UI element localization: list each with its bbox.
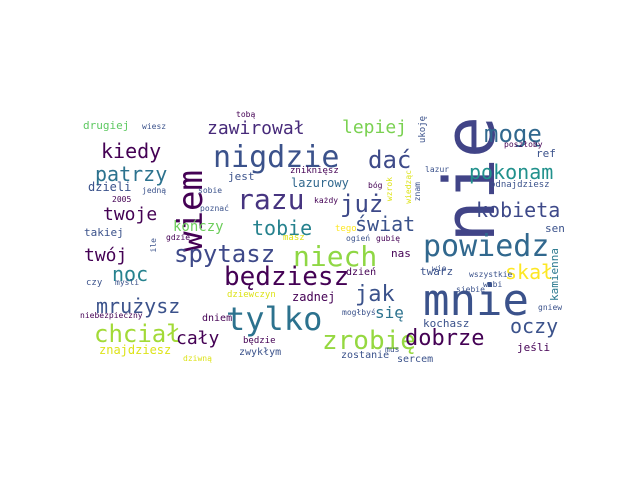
word-czy: czy <box>86 278 103 288</box>
word-lepiej: lepiej <box>342 117 408 138</box>
word-ukoje: ukoję <box>418 116 428 144</box>
word-wie: wie <box>432 264 447 273</box>
word-sobie: sobie <box>198 186 223 195</box>
word-sen: sen <box>545 222 565 235</box>
word-tylko: tylko <box>226 300 323 338</box>
word-cloud: nie mnie wiem powiedz tylko nigdzie niec… <box>80 110 640 370</box>
word-gubie: gubię <box>376 234 401 243</box>
word-bog: bóg <box>368 181 383 190</box>
word-odnajdziesz: odnajdziesz <box>490 180 550 190</box>
word-niech: niech <box>293 240 378 273</box>
word-pokonam: pokonam <box>469 160 554 184</box>
word-dac: dać <box>368 146 412 174</box>
word-dobrze: dobrze <box>405 326 485 351</box>
word-caly: cały <box>176 328 220 349</box>
word-gniew: gniew <box>538 303 563 312</box>
word-poznac: poznać <box>200 204 229 213</box>
word-moge: mogę <box>484 120 542 148</box>
word-toba: tobą <box>236 110 256 119</box>
word-znajdziesz: znajdziesz <box>99 343 172 357</box>
word-mus: mus <box>385 345 400 354</box>
word-wiedzac: wiedząc <box>404 170 413 204</box>
word-jak: jak <box>355 282 395 307</box>
word-gdzie: gdzie <box>166 233 191 242</box>
word-lazur: lazur <box>425 165 450 174</box>
word-wiesz: wiesz <box>142 122 167 131</box>
word-mruzysz: mrużysz <box>96 294 181 318</box>
word-powiedz: powiedz <box>423 229 550 264</box>
word-wszystkie: wszystkie <box>469 270 513 279</box>
word-chcial: chciał <box>94 320 181 348</box>
word-sercem: sercem <box>397 354 434 365</box>
word-jedna: jedną <box>142 186 167 195</box>
word-kiedy: kiedy <box>101 139 162 163</box>
word-siebie: siebie <box>456 285 485 294</box>
word-drugiej: drugiej <box>83 119 130 132</box>
word-oczy: oczy <box>510 314 559 338</box>
word-twoj: twój <box>84 245 128 266</box>
word-mnie: mnie <box>423 275 529 326</box>
word-spytasz: spytasz <box>174 240 276 268</box>
word-dzieli: dzieli <box>88 180 132 194</box>
word-tego: tego <box>335 224 357 234</box>
word-takiej: takiej <box>84 226 124 239</box>
word-zawirowal: zawirował <box>207 118 305 139</box>
word-ref: ref <box>536 147 556 160</box>
word-bedziesz: będziesz <box>224 262 350 292</box>
word-niebezpieczny: niebezpieczny <box>80 311 143 320</box>
word-wzrok: wzrok <box>385 177 394 202</box>
word-nas: nas <box>391 247 411 260</box>
word-2005: 2005 <box>112 195 132 204</box>
word-mysli: myśli <box>115 278 140 287</box>
word-zniknieasz: zniknięsz <box>290 166 339 176</box>
word-znam: znam <box>413 182 422 202</box>
word-noc: noc <box>112 262 149 286</box>
word-dzien: dzień <box>346 267 377 278</box>
word-bedzie: będzie <box>243 336 276 346</box>
word-skal: skał <box>505 260 554 284</box>
word-jest: jest <box>228 170 255 183</box>
word-sie: się <box>375 303 404 322</box>
word-masz: masz <box>283 233 305 243</box>
word-kazdy: każdy <box>314 196 339 205</box>
word-swiat: świat <box>355 212 416 236</box>
word-dniem: dniem <box>202 313 233 324</box>
word-patrzy: patrzy <box>95 162 168 186</box>
word-jesli: jeśli <box>517 341 551 354</box>
word-moglbys: mogłbyś <box>342 308 376 317</box>
word-lazurowy: lazurowy <box>291 176 349 190</box>
word-nigdzie: nigdzie <box>213 140 340 175</box>
word-juz: już <box>340 190 384 218</box>
word-kamienna: kamienna <box>548 248 561 301</box>
word-poszloby: poszłoby <box>504 140 543 149</box>
word-razu: razu <box>237 183 305 216</box>
word-dziwna: dziwną <box>183 354 212 363</box>
word-zadnej: zadnej <box>292 290 336 304</box>
word-dziewczyn: dziewczyn <box>227 290 276 300</box>
word-ile: ile <box>149 238 158 253</box>
word-ogien: ogień <box>346 234 371 243</box>
word-tobie: tobie <box>252 216 313 240</box>
word-wabi: wabi <box>483 280 503 289</box>
word-zostanie: zostanie <box>341 350 390 361</box>
word-kochasz: kochasz <box>423 317 470 330</box>
word-twarz: twarz <box>420 265 454 278</box>
word-konczy: kończy <box>173 219 224 235</box>
word-kobieta: kobieta <box>476 198 561 222</box>
word-zrobie: zrobię <box>322 326 416 356</box>
word-zwyklym: zwykłym <box>239 347 282 358</box>
word-twoje: twoje <box>103 204 158 225</box>
